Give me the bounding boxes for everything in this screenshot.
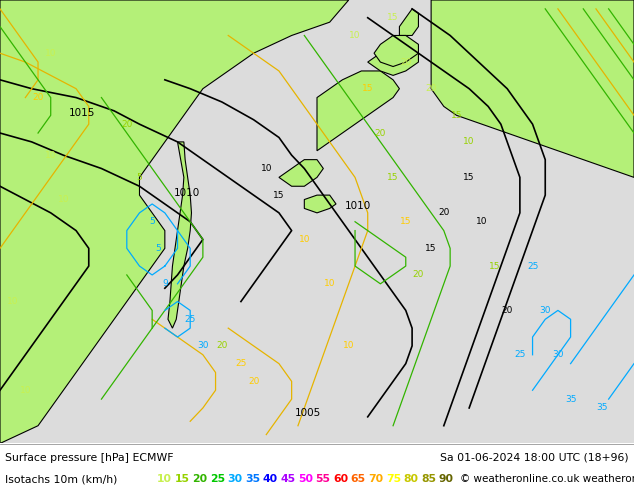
Text: 30: 30 [197,342,209,350]
Text: © weatheronline.co.uk weatheronline.co.uk: © weatheronline.co.uk weatheronline.co.u… [460,474,634,485]
Text: 30: 30 [552,350,564,359]
Text: 60: 60 [333,474,349,485]
Text: 10: 10 [20,386,31,395]
Text: 15: 15 [463,173,475,182]
Text: 15: 15 [425,244,437,253]
Text: 10: 10 [7,297,18,306]
Text: 85: 85 [421,474,436,485]
Text: 35: 35 [565,394,576,404]
Text: 15: 15 [489,262,500,270]
Text: 15: 15 [175,474,190,485]
Text: 30: 30 [540,306,551,315]
Text: 35: 35 [597,403,608,413]
Text: 15: 15 [451,111,462,120]
Text: 75: 75 [386,474,401,485]
Text: 50: 50 [298,474,313,485]
Text: 1005: 1005 [294,408,321,418]
Text: Isotachs 10m (km/h): Isotachs 10m (km/h) [5,474,117,485]
Text: 20: 20 [121,120,133,129]
Text: 15: 15 [362,84,373,93]
Polygon shape [374,35,418,67]
Text: 1015: 1015 [69,108,96,118]
Text: 15: 15 [400,217,411,226]
Text: 20: 20 [248,377,259,386]
Text: 40: 40 [263,474,278,485]
Text: 10: 10 [476,217,488,226]
Text: 10: 10 [463,137,475,147]
Text: 90: 90 [439,474,454,485]
Text: 15: 15 [273,191,285,199]
Text: 20: 20 [32,93,44,102]
Text: 80: 80 [404,474,418,485]
Polygon shape [279,160,323,186]
Text: 25: 25 [210,474,225,485]
Text: 1010: 1010 [345,201,372,211]
Text: 20: 20 [438,208,450,218]
Text: 5: 5 [155,244,162,253]
Text: 10: 10 [343,342,354,350]
Text: 5: 5 [136,173,143,182]
Text: 45: 45 [280,474,295,485]
Polygon shape [368,44,418,75]
Polygon shape [317,71,399,151]
Text: 20: 20 [375,128,386,138]
Polygon shape [431,0,634,177]
Polygon shape [0,0,349,443]
Text: 25: 25 [184,315,196,324]
Text: 25: 25 [514,350,526,359]
Text: 30: 30 [228,474,243,485]
Text: 20: 20 [216,342,228,350]
Text: 10: 10 [45,151,56,160]
Text: 20: 20 [400,58,411,67]
Text: 70: 70 [368,474,384,485]
Text: 20: 20 [425,84,437,93]
Text: Surface pressure [hPa] ECMWF: Surface pressure [hPa] ECMWF [5,453,174,463]
Text: 10: 10 [324,279,335,288]
Text: 10: 10 [299,235,310,244]
Text: 10: 10 [157,474,172,485]
Text: 5: 5 [149,217,155,226]
Text: 9: 9 [162,279,168,288]
Text: Sa 01-06-2024 18:00 UTC (18+96): Sa 01-06-2024 18:00 UTC (18+96) [440,453,629,463]
Text: 25: 25 [527,262,538,270]
Text: 15: 15 [387,173,399,182]
Text: 25: 25 [235,359,247,368]
Text: 65: 65 [351,474,366,485]
Text: 10: 10 [45,49,56,58]
Text: 10: 10 [58,195,69,204]
Text: 1010: 1010 [174,188,200,198]
Text: 20: 20 [501,306,513,315]
Text: 10: 10 [349,31,361,40]
Text: 15: 15 [387,13,399,22]
Polygon shape [399,9,418,35]
Polygon shape [168,142,191,328]
Text: 10: 10 [261,164,272,173]
Text: 20: 20 [413,270,424,279]
Text: 55: 55 [316,474,331,485]
Text: 35: 35 [245,474,261,485]
Polygon shape [304,195,336,213]
Text: 20: 20 [193,474,207,485]
